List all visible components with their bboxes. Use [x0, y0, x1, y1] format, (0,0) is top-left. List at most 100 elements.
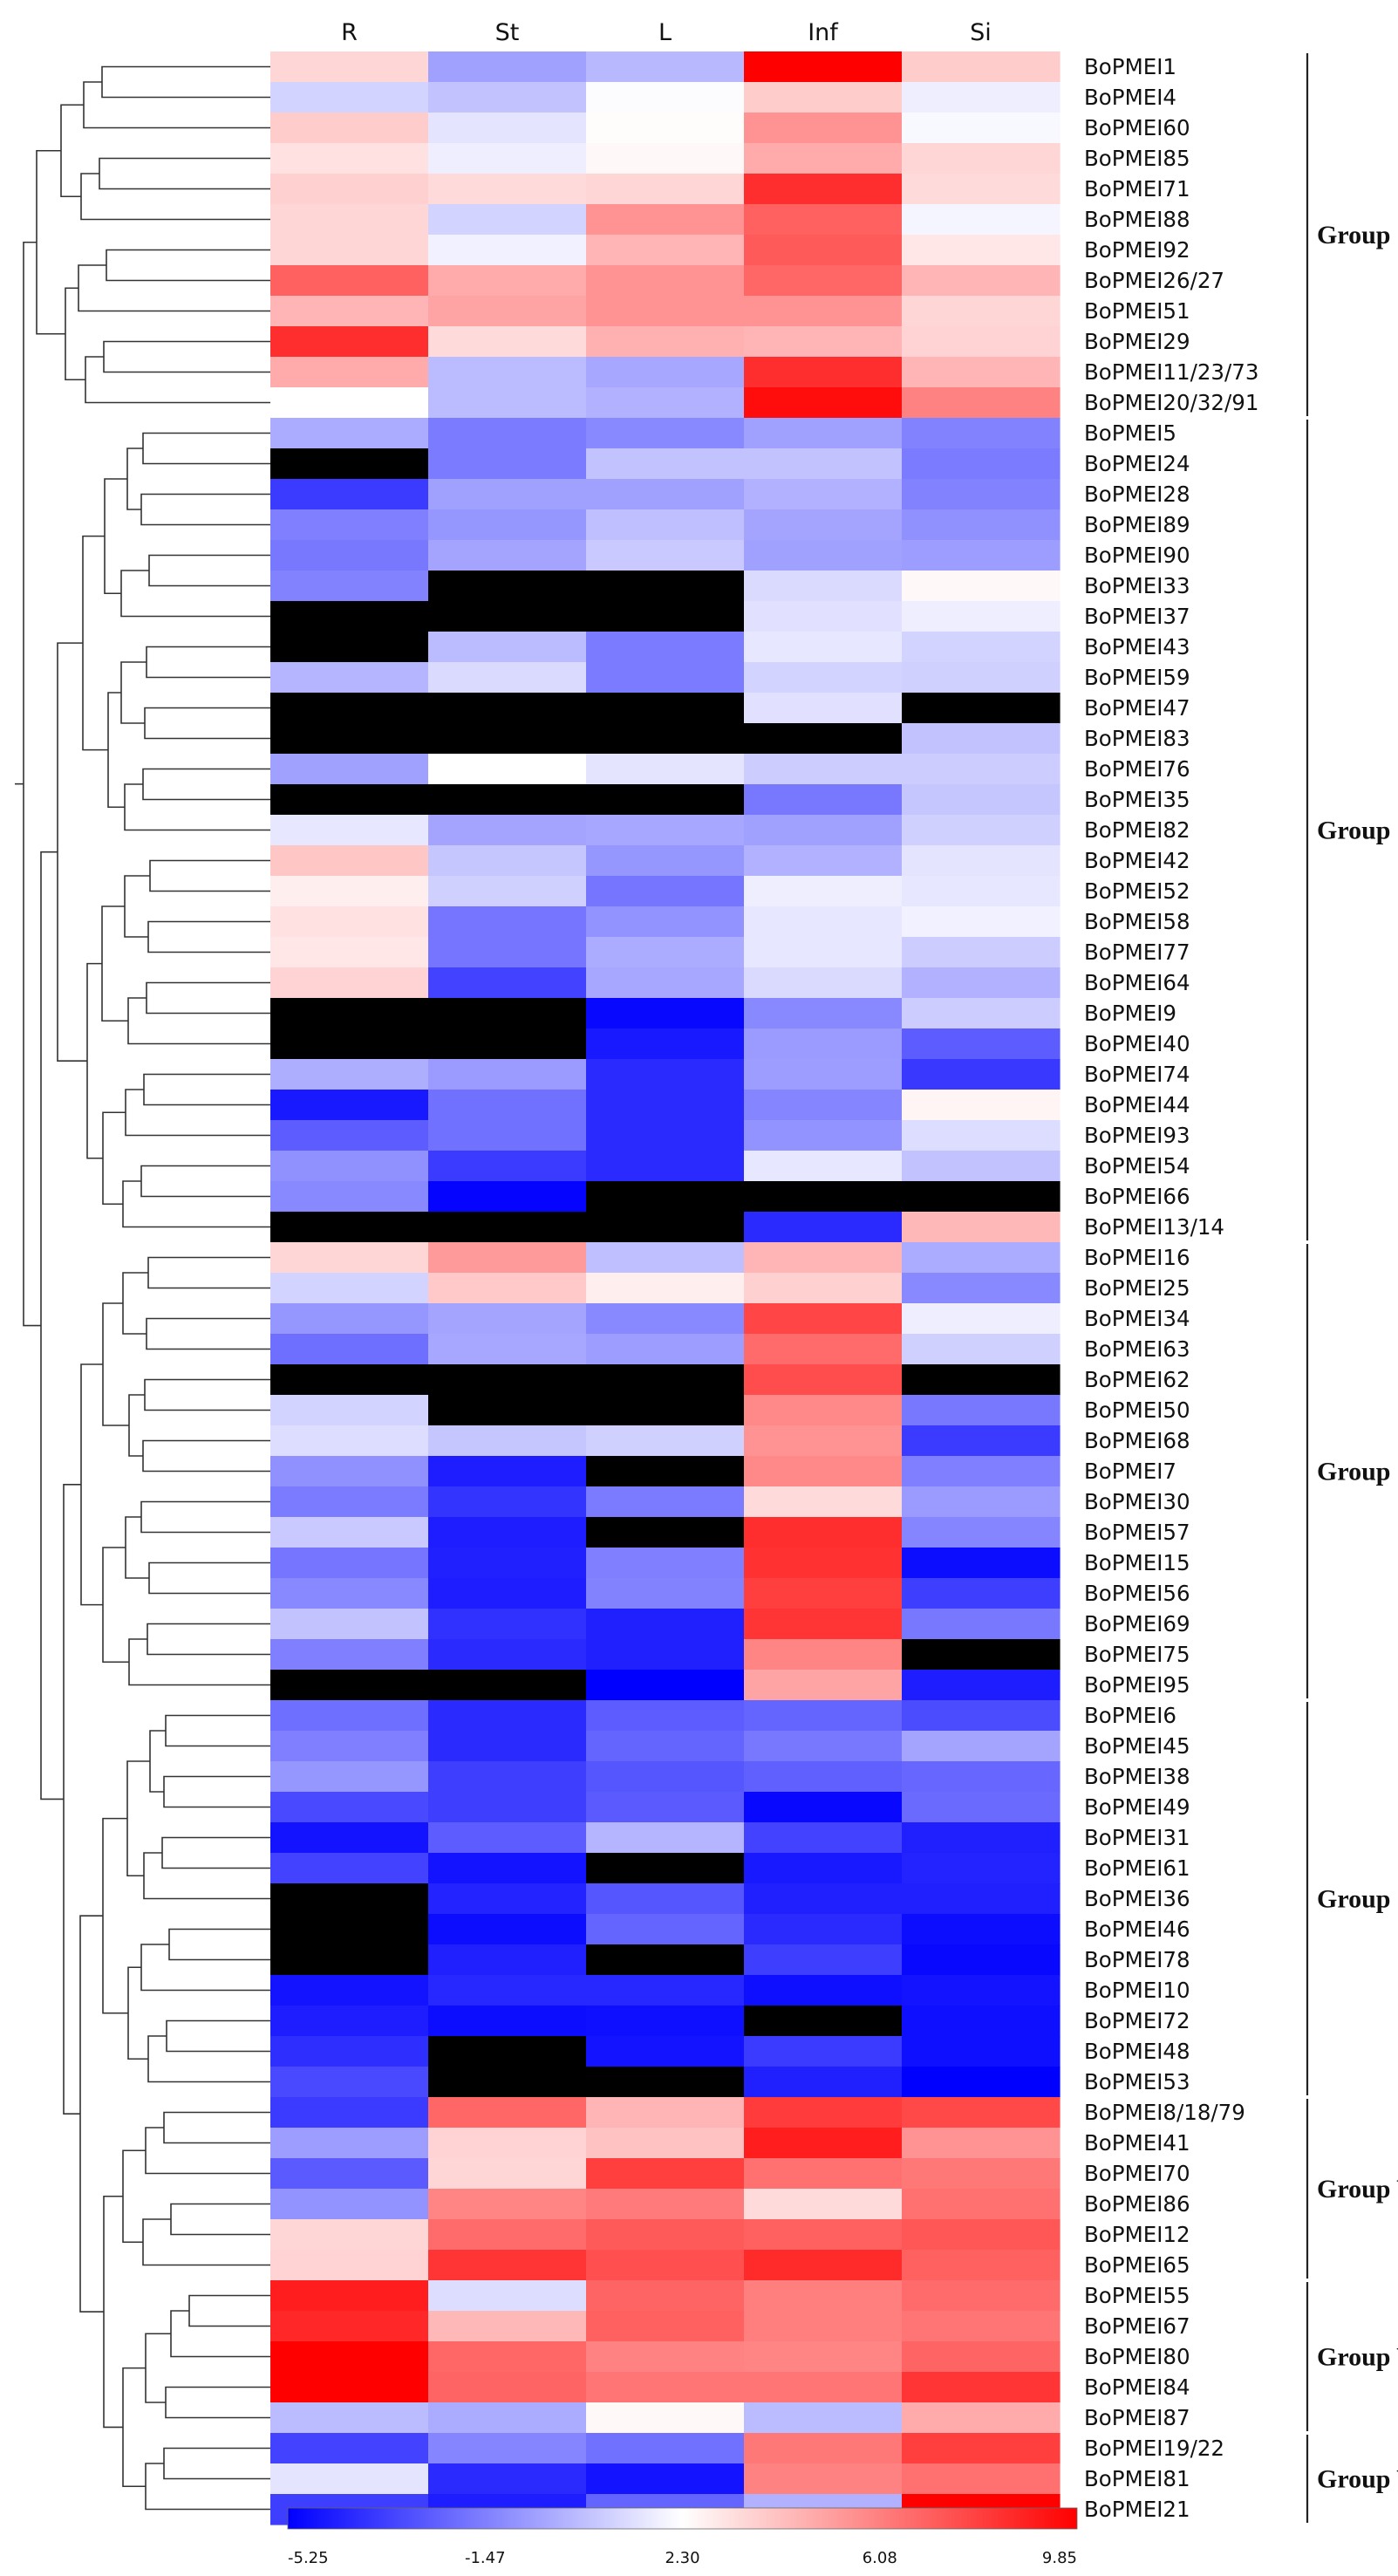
- heatmap-cell: [586, 2280, 745, 2312]
- dendrogram-branch: [140, 493, 270, 526]
- heatmap-cell: [744, 265, 903, 297]
- dendrogram-branch: [124, 875, 150, 938]
- legend-tick-label: 9.85: [1042, 2549, 1077, 2567]
- heatmap-cell: [270, 1303, 429, 1335]
- heatmap-cell: [586, 1700, 745, 1732]
- dendrogram-branch: [107, 692, 125, 809]
- heatmap-cell: [586, 1609, 745, 1640]
- heatmap-cell: [744, 1242, 903, 1274]
- row-label: BoPMEI46: [1084, 1917, 1190, 1942]
- row-label: BoPMEI19/22: [1084, 2436, 1224, 2461]
- row-label: BoPMEI53: [1084, 2069, 1190, 2094]
- heatmap-cell: [744, 235, 903, 266]
- heatmap-cell: [902, 1548, 1060, 1579]
- heatmap-cell: [902, 1609, 1060, 1640]
- heatmap-cell: [902, 1303, 1060, 1335]
- heatmap-cell: [270, 509, 429, 541]
- row-label: BoPMEI56: [1084, 1581, 1190, 1606]
- heatmap-cell: [428, 2372, 587, 2403]
- dendrogram-branch: [142, 432, 270, 465]
- heatmap-cell: [744, 2036, 903, 2067]
- heatmap-cell: [586, 2189, 745, 2220]
- heatmap-cell: [428, 906, 587, 938]
- heatmap-cell: [428, 601, 587, 632]
- heatmap-cell: [270, 2005, 429, 2037]
- heatmap-cell: [270, 2311, 429, 2342]
- heatmap-cell: [586, 174, 745, 205]
- heatmap-cell: [902, 815, 1060, 846]
- heatmap-cell: [586, 1486, 745, 1518]
- heatmap-cell: [270, 1242, 429, 1274]
- heatmap-cell: [428, 82, 587, 113]
- row-label: BoPMEI12: [1084, 2222, 1190, 2247]
- heatmap-cell: [586, 143, 745, 174]
- row-label: BoPMEI92: [1084, 237, 1190, 263]
- heatmap-cell: [744, 662, 903, 694]
- column-labels: R St L Inf Si: [341, 19, 992, 46]
- heatmap-cell: [744, 1548, 903, 1579]
- row-label: BoPMEI80: [1084, 2344, 1190, 2369]
- heatmap-cell: [428, 998, 587, 1029]
- row-label: BoPMEI47: [1084, 695, 1190, 721]
- heatmap-cell: [902, 174, 1060, 205]
- dendrogram-branch: [140, 1500, 270, 1534]
- heatmap-cell: [270, 2402, 429, 2434]
- heatmap-cell: [428, 662, 587, 694]
- heatmap-cell: [744, 174, 903, 205]
- heatmap-cell: [744, 387, 903, 419]
- heatmap-cell: [270, 784, 429, 816]
- heatmap-cell: [902, 2067, 1060, 2098]
- dendrogram-branch: [83, 81, 270, 129]
- heatmap-cell: [902, 1639, 1060, 1671]
- heatmap-cell: [902, 2372, 1060, 2403]
- heatmap-cell: [428, 235, 587, 266]
- dendrogram-branch: [104, 478, 127, 595]
- heatmap-cell: [270, 1548, 429, 1579]
- heatmap-cell: [902, 2128, 1060, 2159]
- row-label: BoPMEI86: [1084, 2191, 1190, 2217]
- group-label: Group IV: [1317, 1885, 1398, 1914]
- heatmap-cell: [428, 2280, 587, 2312]
- heatmap-cell: [428, 1486, 587, 1518]
- heatmap-cell: [744, 1578, 903, 1609]
- dendrogram-branch: [124, 783, 270, 831]
- heatmap-cell: [902, 235, 1060, 266]
- heatmap-cell: [270, 2097, 429, 2128]
- heatmap-cell: [586, 1883, 745, 1915]
- heatmap-cell: [902, 1395, 1060, 1426]
- heatmap-cell: [586, 1944, 745, 1976]
- dendrogram-branch: [144, 707, 270, 740]
- heatmap-cell: [428, 2250, 587, 2281]
- heatmap-cell: [428, 1609, 587, 1640]
- row-label: BoPMEI40: [1084, 1031, 1190, 1056]
- row-label: BoPMEI65: [1084, 2252, 1190, 2278]
- dendrogram-branch: [163, 1775, 270, 1808]
- heatmap-cell: [586, 1578, 745, 1609]
- row-label: BoPMEI76: [1084, 756, 1190, 782]
- heatmap-cell: [428, 1364, 587, 1396]
- heatmap-cell: [270, 1944, 429, 1976]
- row-label: BoPMEI82: [1084, 817, 1190, 843]
- heatmap-cell: [902, 571, 1060, 602]
- legend-tick-label: -5.25: [288, 2549, 329, 2567]
- row-label: BoPMEI29: [1084, 329, 1190, 354]
- row-label: BoPMEI24: [1084, 451, 1190, 476]
- heatmap-cell: [270, 1975, 429, 2006]
- row-label: BoPMEI55: [1084, 2283, 1190, 2308]
- heatmap-cell: [902, 265, 1060, 297]
- row-label: BoPMEI89: [1084, 512, 1190, 537]
- heatmap-cell: [902, 1212, 1060, 1243]
- heatmap-cell: [902, 1151, 1060, 1182]
- heatmap-cell: [428, 1517, 587, 1548]
- dendrogram-branch: [85, 356, 270, 404]
- heatmap-cell: [428, 2433, 587, 2464]
- heatmap-cell: [586, 2341, 745, 2373]
- row-label: BoPMEI31: [1084, 1825, 1190, 1850]
- dendrogram-branch: [122, 2367, 146, 2488]
- heatmap-cell: [270, 1334, 429, 1365]
- dendrogram-branch: [128, 1638, 270, 1686]
- heatmap-cell: [744, 1334, 903, 1365]
- heatmap-cell: [586, 2402, 745, 2434]
- heatmap-cell: [744, 815, 903, 846]
- heatmap-cell: [902, 418, 1060, 449]
